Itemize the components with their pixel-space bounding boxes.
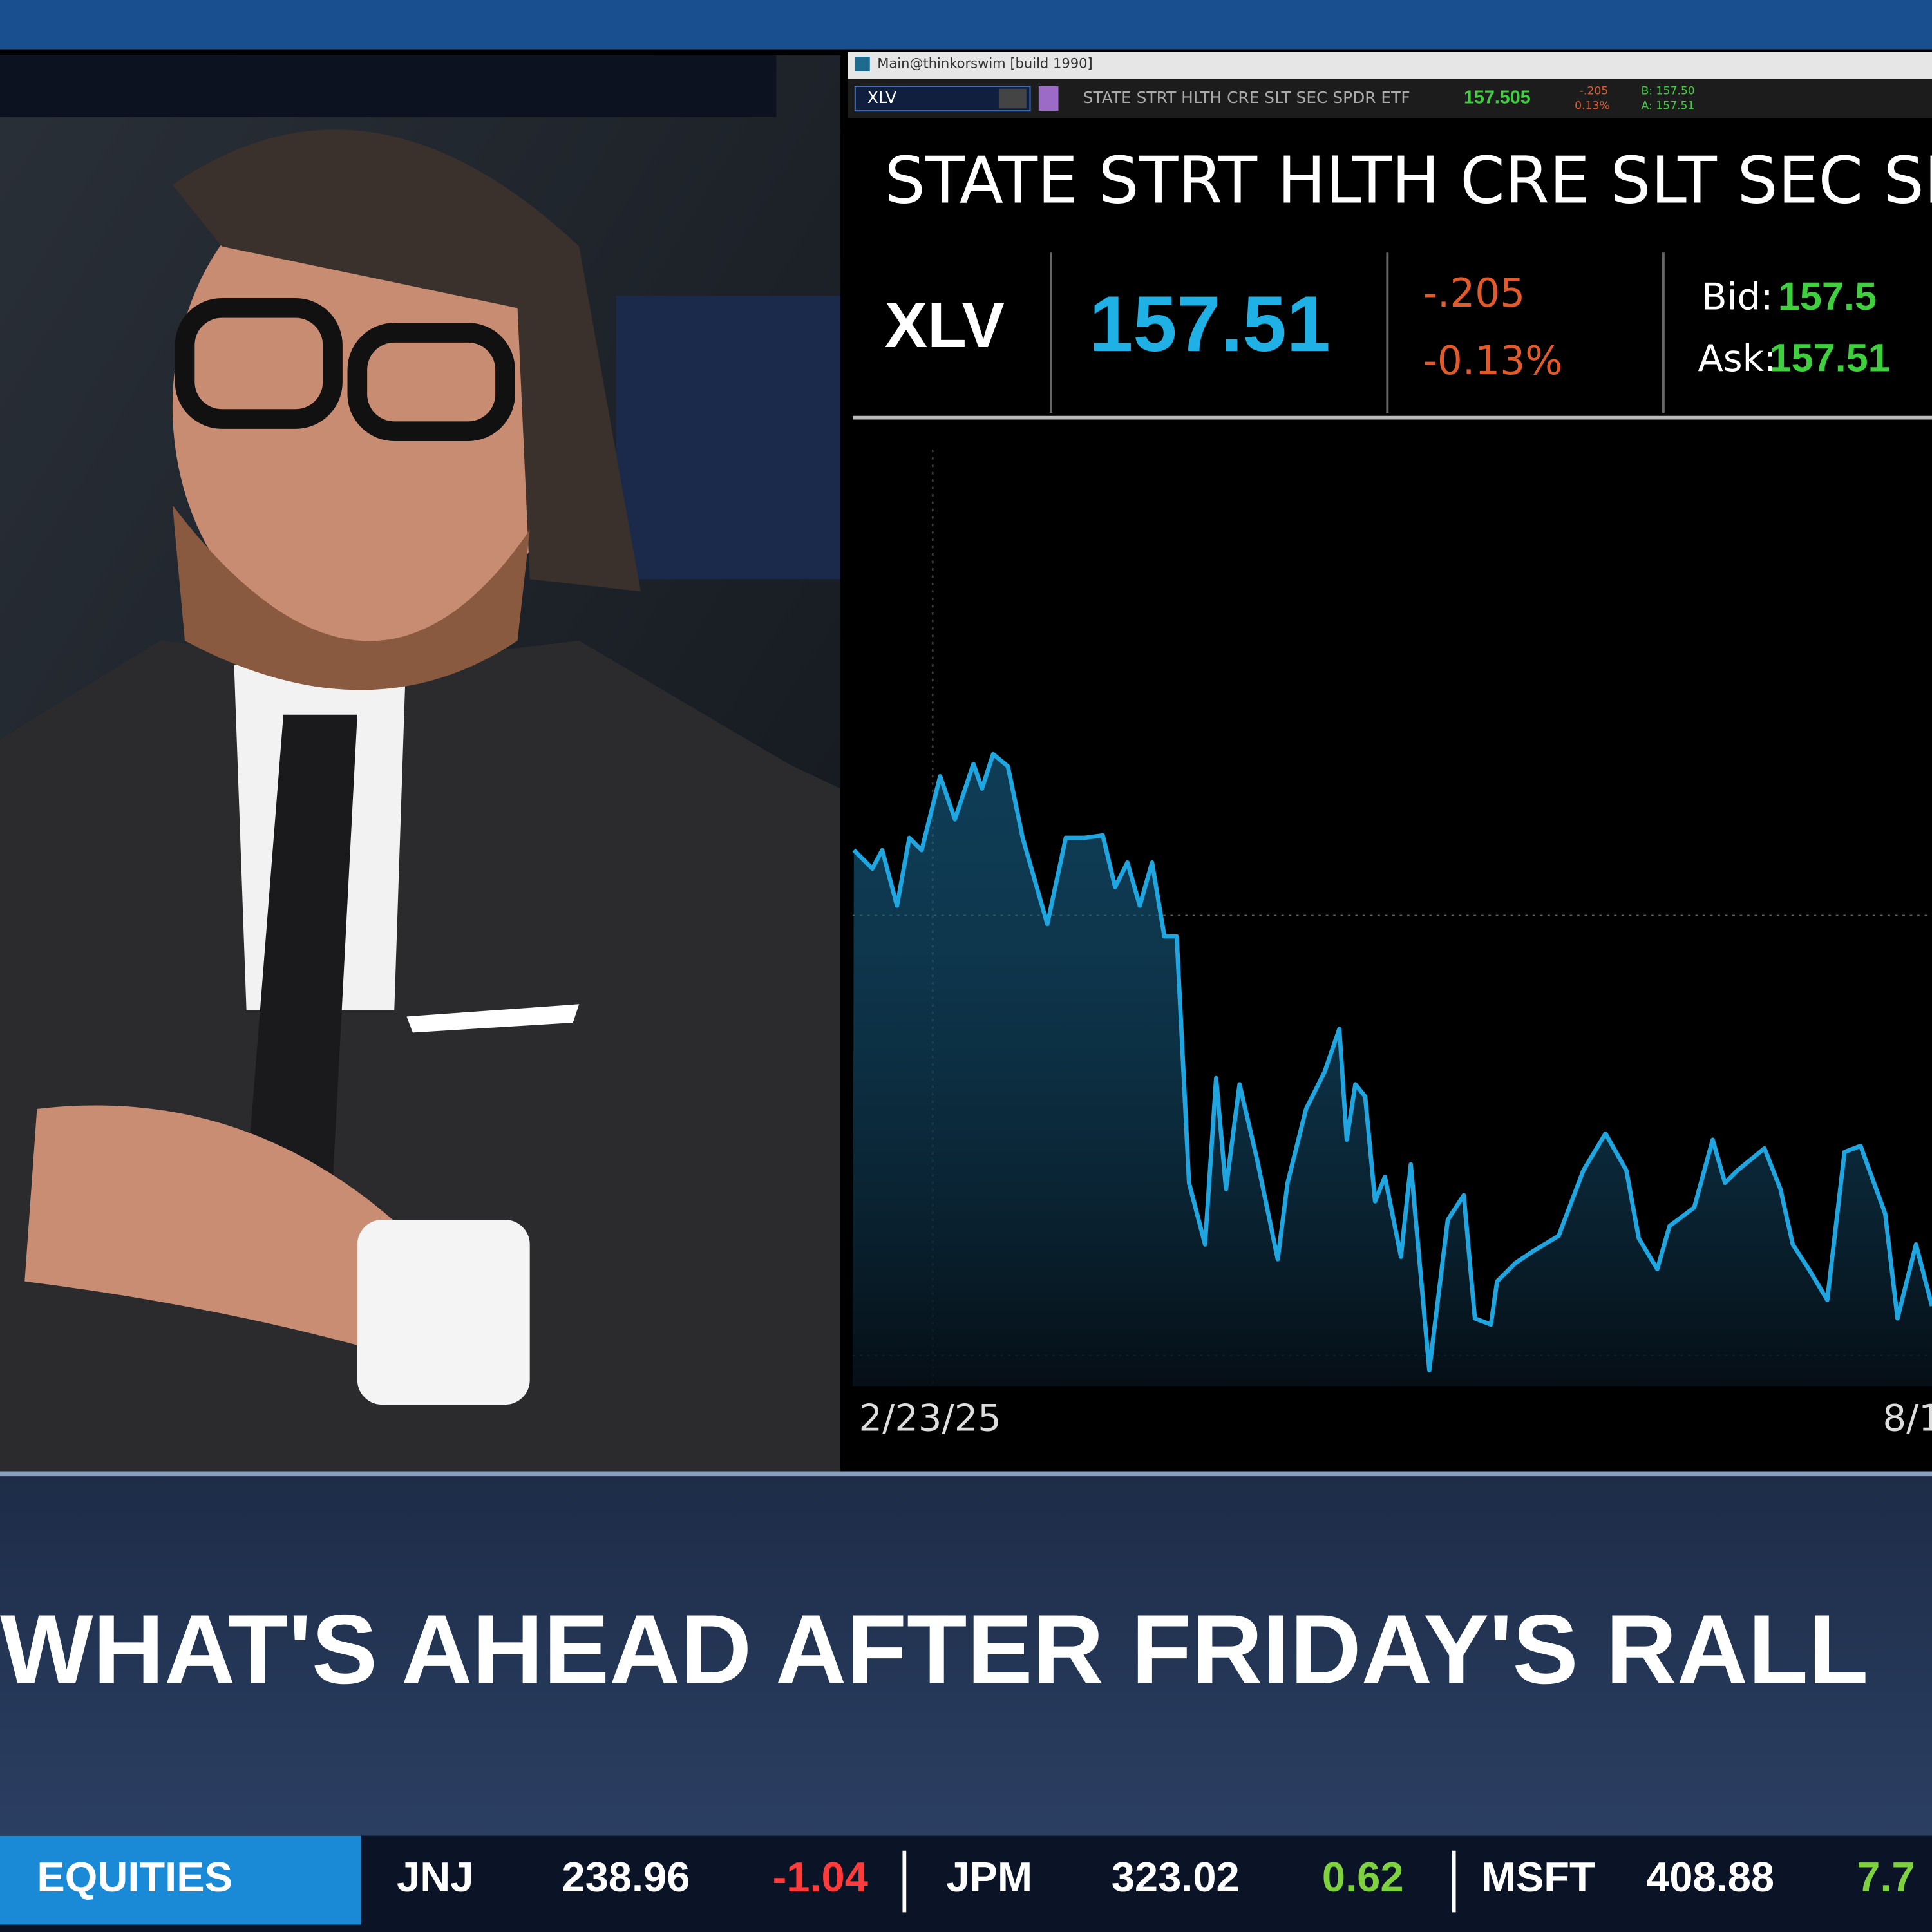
quote-change-pct: -0.13% (1423, 338, 1563, 384)
video-feed (0, 55, 840, 1473)
ticker-change: -1.04 (773, 1853, 868, 1900)
ticker-change: 7.7 (1857, 1853, 1915, 1900)
toolbar-change: -.205 (1580, 85, 1609, 98)
window-title: Main@thinkorswim [build 1990] (877, 55, 1092, 71)
toolbar-bid: B: 157.50 (1641, 85, 1694, 98)
toolbar-ask: A: 157.51 (1641, 100, 1694, 113)
ticker-section (0, 1835, 361, 1925)
quote-name: STATE STRT HLTH CRE SLT SEC SI (885, 144, 1932, 218)
ticker-price: 238.96 (562, 1853, 690, 1900)
ticker-symbol: JNJ (397, 1853, 473, 1900)
price-line (852, 752, 1932, 1372)
ask-label: Ask: (1698, 337, 1776, 380)
ticker-change: 0.62 (1322, 1853, 1404, 1900)
ticker-symbol: MSFT (1481, 1853, 1595, 1900)
ask-value: 157.51 (1769, 336, 1889, 380)
ticker-items: JNJ 238.96 -1.04 JPM 323.02 0.62 MSFT 408.88 7.7 (397, 1850, 1915, 1913)
x-label: 8/1 (1882, 1397, 1932, 1440)
toolbar-symbol: XLV (867, 88, 896, 107)
quote-change: -.205 (1423, 270, 1525, 316)
headline: WHAT'S AHEAD AFTER FRIDAY'S RALL (0, 1595, 1868, 1705)
ticker-section-label: EQUITIES (37, 1853, 232, 1900)
quote-price: 157.51 (1089, 279, 1331, 368)
ticker-symbol: JPM (946, 1853, 1032, 1900)
price-area (852, 753, 1932, 1387)
lower-third (0, 1472, 1932, 1836)
toolbar-last: 157.505 (1464, 88, 1531, 108)
trading-window: Main@thinkorswim [build 1990] XLV STATE … (845, 49, 1932, 1473)
bid-value: 157.5 (1778, 274, 1877, 318)
quote-symbol: XLV (885, 290, 1005, 361)
x-label: 2/23/25 (859, 1397, 1001, 1440)
ticker-price: 323.02 (1112, 1853, 1240, 1900)
bid-label: Bid: (1701, 276, 1773, 319)
top-bar (0, 0, 1932, 50)
toolbar-description: STATE STRT HLTH CRE SLT SEC SPDR ETF (1083, 88, 1410, 107)
ticker-price: 408.88 (1646, 1853, 1774, 1900)
toolbar-change-pct: 0.13% (1575, 100, 1610, 113)
